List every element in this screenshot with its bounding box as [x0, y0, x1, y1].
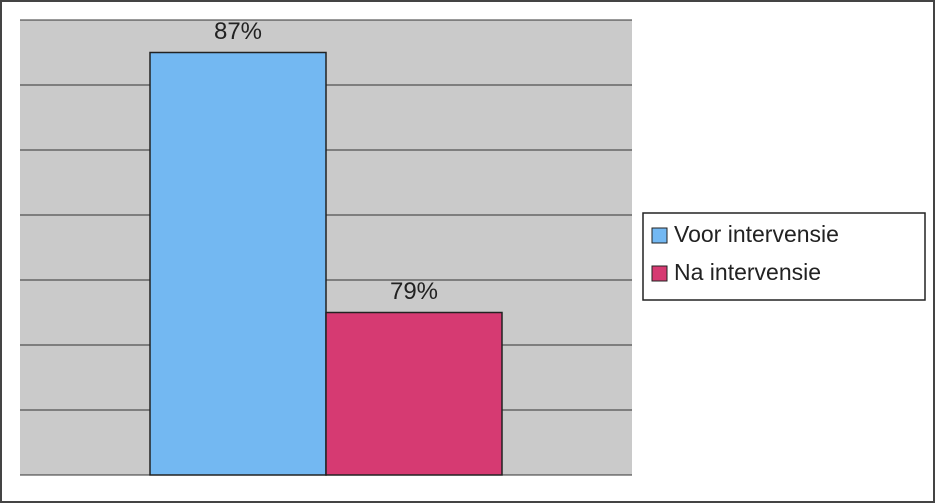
- bar: [149, 51, 327, 476]
- legend-label: Na intervensie: [674, 259, 821, 285]
- legend-label: Voor intervensie: [674, 221, 839, 247]
- legend-box: [642, 212, 926, 301]
- bar: [325, 311, 503, 476]
- legend-swatch: [651, 227, 668, 244]
- value-label: 79%: [390, 278, 438, 305]
- legend-swatch: [651, 265, 668, 282]
- value-label: 87%: [214, 18, 262, 45]
